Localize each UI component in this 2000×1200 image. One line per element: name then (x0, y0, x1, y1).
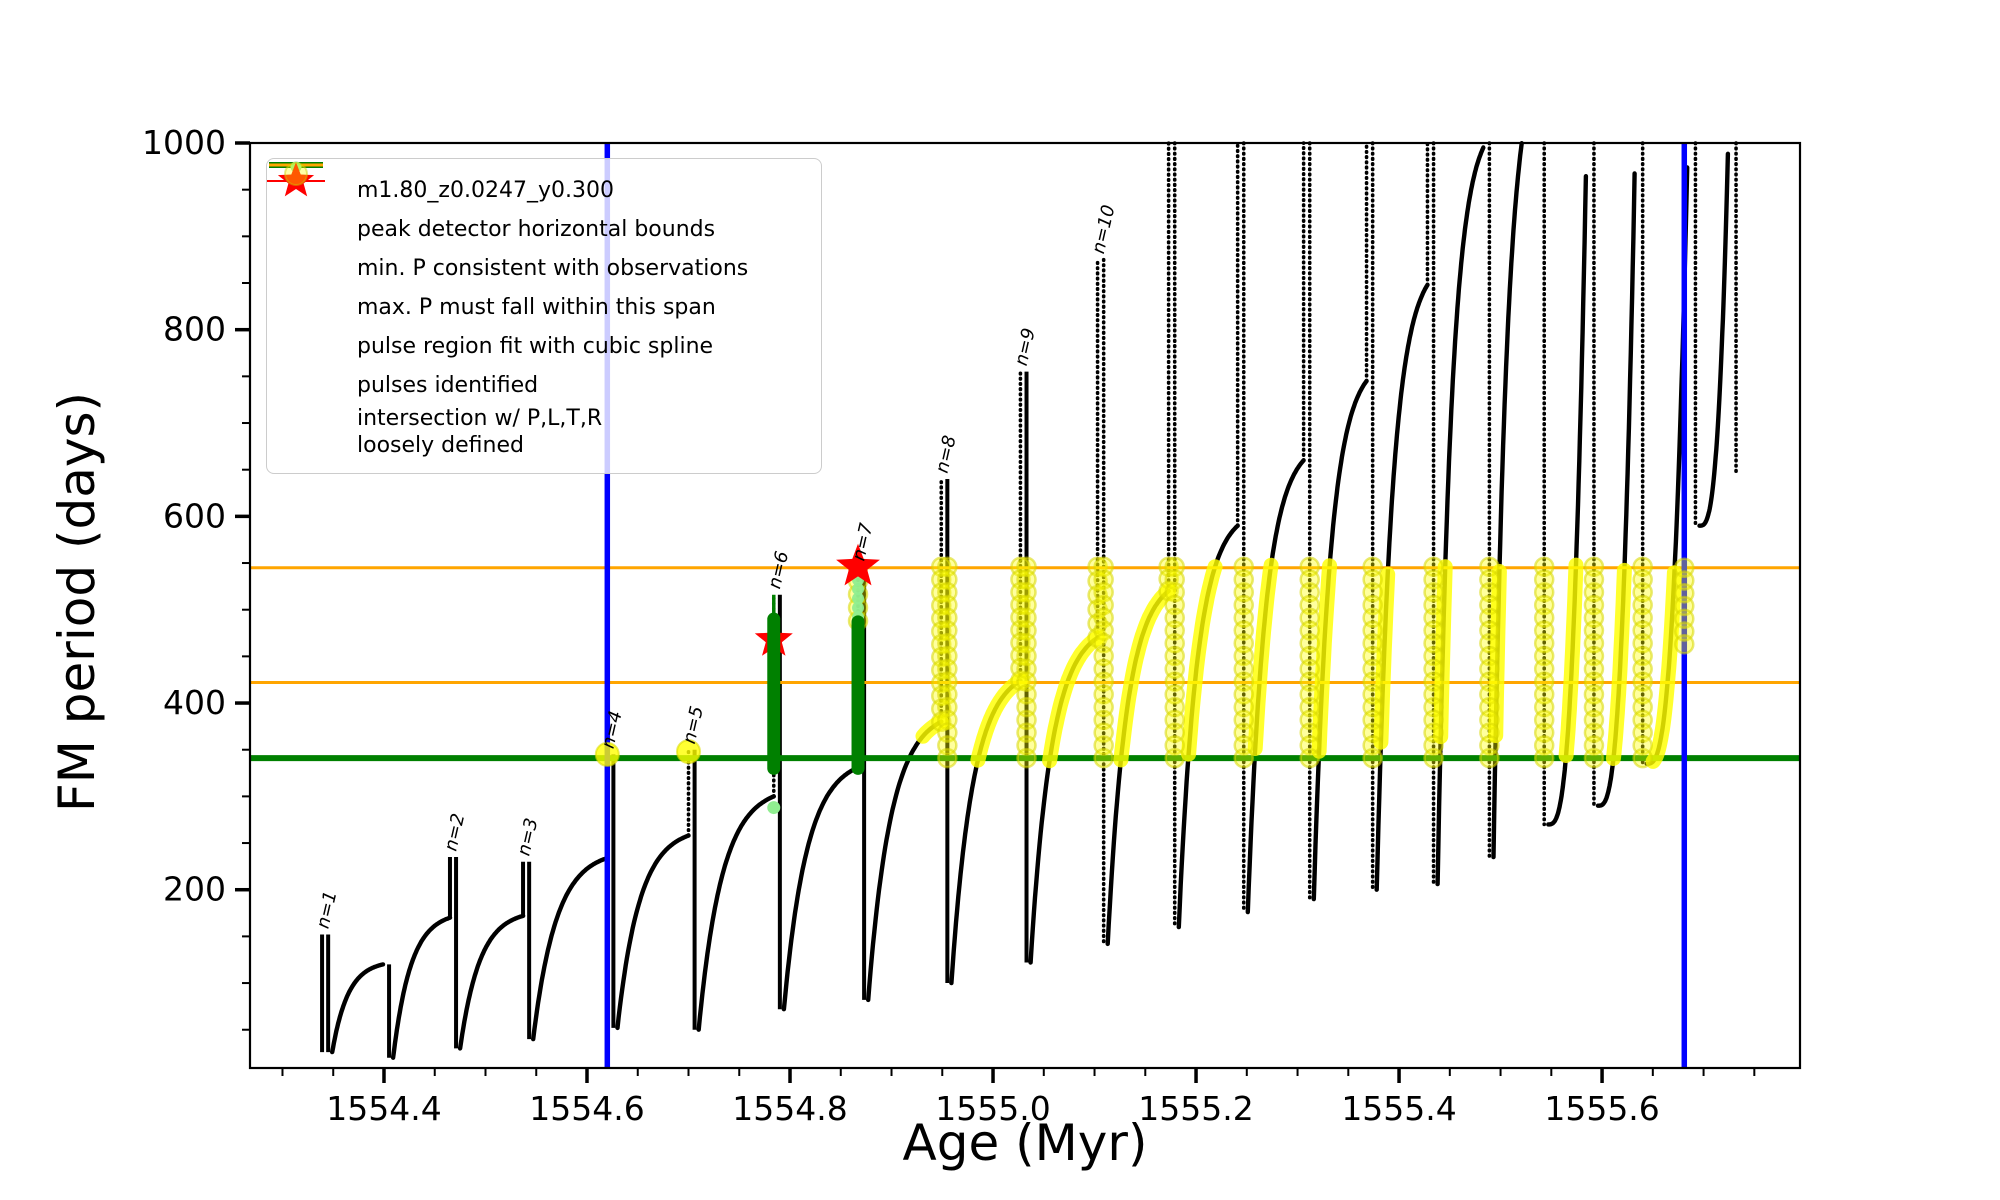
legend-label: peak detector horizontal bounds (357, 217, 716, 242)
intersection-bead (937, 747, 958, 769)
pulse-identified-star (836, 543, 880, 586)
legend-item-max-p: max. P must fall within this span (269, 163, 803, 327)
series-curve-rise (615, 833, 691, 1031)
y-tick-label: 800 (163, 310, 226, 349)
x-tick-label: 1555.6 (1544, 1089, 1659, 1128)
legend-item-spline-fit: pulse region fit with cubic spline (281, 161, 803, 366)
intersection-bead (1423, 747, 1444, 769)
x-tick-label: 1554.8 (732, 1089, 847, 1128)
intersection-dot (676, 739, 702, 765)
intersection-highlight-arc (1605, 562, 1632, 766)
intersection-highlight-arc (1558, 557, 1584, 763)
axes-spines (248, 141, 1802, 1070)
y-axis-label: FM period (days) (48, 392, 106, 812)
legend-label: pulse region fit with cubic spline (357, 334, 714, 359)
intersection-bead (1093, 747, 1114, 769)
legend-label: intersection w/ P,L,T,R loosely defined (357, 406, 603, 458)
legend: m1.80_z0.0247_y0.300 peak detector horiz… (266, 158, 822, 474)
y-tick-label: 400 (163, 683, 226, 722)
x-tick-label: 1554.6 (529, 1089, 644, 1128)
legend-item-pulses: pulses identified (267, 162, 803, 405)
intersection-bead (1164, 747, 1185, 769)
intersection-highlight-arc (1181, 559, 1223, 762)
series-curve-rise (1697, 151, 1731, 528)
spline-fit-dot (852, 583, 865, 596)
spline-fit-dot (767, 801, 781, 815)
series-curve-rise (781, 765, 861, 1012)
legend-label: pulses identified (357, 373, 539, 398)
x-tick-label: 1554.4 (326, 1089, 441, 1128)
intersection-bead (1016, 747, 1037, 769)
legend-label: min. P consistent with observations (357, 256, 749, 281)
intersection-highlight-arc (1247, 557, 1279, 756)
legend-item-min-p: min. P consistent with observations (269, 162, 803, 288)
legend-item-intersection: intersection w/ P,L,T,R loosely defined (281, 162, 803, 459)
intersection-bead (1674, 633, 1695, 655)
x-tick-label: 1555.4 (1341, 1089, 1456, 1128)
legend-item-series: m1.80_z0.0247_y0.300 (269, 162, 803, 210)
spline-fit-dot (852, 592, 865, 605)
intersection-bead (1479, 747, 1500, 769)
series-curve-rise (390, 915, 453, 1060)
x-axis-label: Age (Myr) (902, 1114, 1148, 1172)
intersection-bead (1583, 747, 1605, 769)
legend-label: max. P must fall within this span (357, 295, 716, 320)
intersection-dot (594, 741, 620, 767)
intersection-bead (1533, 747, 1555, 769)
series-curve-rise (457, 913, 526, 1051)
y-tick-label: 1000 (142, 123, 226, 162)
intersection-highlight-arc (1645, 565, 1682, 769)
legend-item-peak-bounds: peak detector horizontal bounds (269, 162, 803, 249)
spline-fit-dot (852, 601, 865, 614)
series-curve-rise (330, 962, 386, 1055)
intersection-highlight-arc (1311, 558, 1338, 759)
y-tick-label: 200 (163, 870, 226, 909)
y-tick-label: 600 (163, 496, 226, 535)
red-star-glyph (277, 162, 315, 197)
x-tick-label: 1555.2 (1138, 1089, 1253, 1128)
intersection-bead (1632, 747, 1653, 769)
intersection-highlight-arc (1113, 583, 1177, 768)
series-curve-rise (696, 794, 776, 1032)
x-tick-label: 1555.0 (935, 1089, 1050, 1128)
intersection-bead (1362, 747, 1383, 769)
intersection-bead (1299, 747, 1320, 769)
intersection-bead (1233, 747, 1254, 769)
series-curve-rise (531, 855, 610, 1042)
legend-label: m1.80_z0.0247_y0.300 (357, 178, 614, 203)
